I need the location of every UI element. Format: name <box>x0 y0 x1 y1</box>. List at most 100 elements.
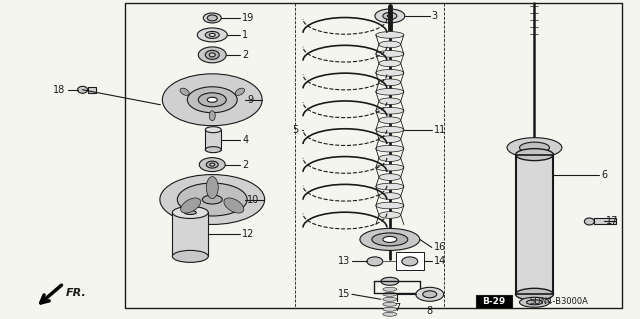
Text: 7: 7 <box>394 303 400 313</box>
Ellipse shape <box>376 32 404 38</box>
Text: 11: 11 <box>434 125 446 135</box>
Ellipse shape <box>379 136 401 143</box>
Text: 12: 12 <box>242 229 255 240</box>
Ellipse shape <box>205 147 221 152</box>
Ellipse shape <box>205 50 220 59</box>
Ellipse shape <box>198 93 226 107</box>
Text: 10: 10 <box>247 195 259 204</box>
Bar <box>516 155 554 294</box>
Text: 3: 3 <box>432 11 438 21</box>
Ellipse shape <box>383 12 397 19</box>
Ellipse shape <box>375 9 404 23</box>
Ellipse shape <box>224 198 244 213</box>
Bar <box>516 155 554 294</box>
Ellipse shape <box>402 257 418 266</box>
Ellipse shape <box>520 142 550 153</box>
Ellipse shape <box>206 177 218 198</box>
Text: 16: 16 <box>434 242 446 252</box>
Text: 2: 2 <box>242 50 248 60</box>
Ellipse shape <box>198 47 226 63</box>
Ellipse shape <box>376 202 404 209</box>
Ellipse shape <box>383 292 397 296</box>
Ellipse shape <box>177 183 247 216</box>
Ellipse shape <box>206 161 218 168</box>
Text: 2: 2 <box>242 160 248 170</box>
Ellipse shape <box>376 50 404 57</box>
Bar <box>205 130 221 150</box>
Ellipse shape <box>376 108 404 114</box>
Ellipse shape <box>379 60 401 67</box>
Ellipse shape <box>507 138 562 158</box>
Ellipse shape <box>207 15 217 21</box>
Ellipse shape <box>520 297 550 307</box>
Ellipse shape <box>205 32 220 38</box>
Ellipse shape <box>184 211 196 214</box>
Ellipse shape <box>527 300 543 305</box>
Text: 18: 18 <box>53 85 66 95</box>
Ellipse shape <box>376 145 404 152</box>
Ellipse shape <box>383 297 397 301</box>
Text: B-29: B-29 <box>482 297 505 306</box>
Ellipse shape <box>180 198 200 213</box>
Ellipse shape <box>77 86 88 93</box>
Ellipse shape <box>383 312 397 316</box>
Ellipse shape <box>204 13 221 23</box>
Ellipse shape <box>516 149 554 160</box>
Ellipse shape <box>387 15 392 17</box>
Ellipse shape <box>160 174 264 225</box>
Ellipse shape <box>360 228 420 250</box>
Ellipse shape <box>376 183 404 190</box>
Text: 6: 6 <box>602 170 607 180</box>
Text: 19: 19 <box>242 13 255 23</box>
Text: FR.: FR. <box>66 288 86 298</box>
Ellipse shape <box>383 287 397 291</box>
Ellipse shape <box>516 288 554 300</box>
Ellipse shape <box>379 98 401 105</box>
Text: 15: 15 <box>337 289 350 299</box>
Ellipse shape <box>383 307 397 311</box>
Bar <box>595 219 616 225</box>
Ellipse shape <box>209 111 215 121</box>
Ellipse shape <box>379 174 401 180</box>
Ellipse shape <box>236 88 244 95</box>
Text: 8: 8 <box>427 306 433 316</box>
Ellipse shape <box>584 218 595 225</box>
Text: 1: 1 <box>242 30 248 40</box>
Ellipse shape <box>383 302 397 306</box>
Bar <box>172 212 208 256</box>
Ellipse shape <box>376 70 404 76</box>
Ellipse shape <box>379 193 401 199</box>
Text: 9: 9 <box>247 95 253 105</box>
Ellipse shape <box>197 28 227 42</box>
Text: 14: 14 <box>434 256 446 266</box>
Ellipse shape <box>207 97 217 102</box>
Bar <box>476 295 511 308</box>
Text: SDN4-B3000A: SDN4-B3000A <box>529 297 588 306</box>
Ellipse shape <box>180 88 189 95</box>
Ellipse shape <box>381 277 399 285</box>
Ellipse shape <box>205 127 221 133</box>
Text: 5: 5 <box>292 125 298 135</box>
Ellipse shape <box>379 41 401 48</box>
Ellipse shape <box>199 158 225 172</box>
Ellipse shape <box>376 164 404 171</box>
Text: 13: 13 <box>338 256 350 266</box>
Ellipse shape <box>188 87 237 113</box>
Ellipse shape <box>172 250 208 262</box>
Ellipse shape <box>202 195 222 204</box>
Ellipse shape <box>383 236 397 242</box>
Ellipse shape <box>379 155 401 161</box>
Ellipse shape <box>379 117 401 123</box>
Ellipse shape <box>416 287 444 301</box>
Ellipse shape <box>372 233 408 246</box>
Ellipse shape <box>163 74 262 126</box>
Text: 17: 17 <box>606 217 619 226</box>
Ellipse shape <box>209 33 215 36</box>
Ellipse shape <box>209 53 215 57</box>
Ellipse shape <box>367 257 383 266</box>
Bar <box>396 252 424 271</box>
Bar <box>88 87 95 93</box>
Ellipse shape <box>376 126 404 133</box>
Ellipse shape <box>210 163 215 166</box>
Text: 4: 4 <box>242 135 248 145</box>
